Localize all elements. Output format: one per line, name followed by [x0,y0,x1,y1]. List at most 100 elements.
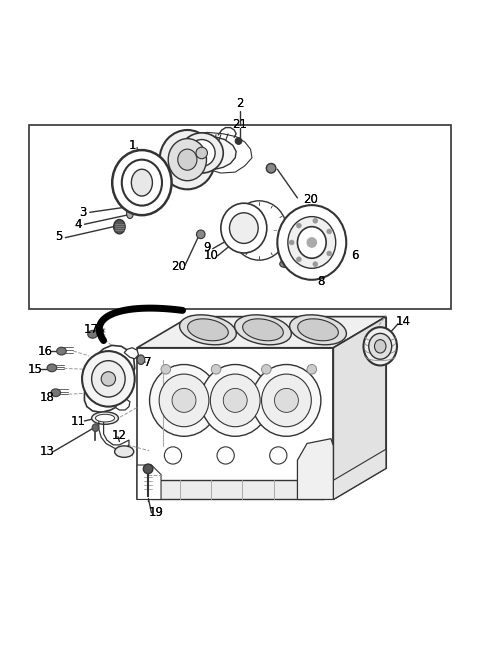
Ellipse shape [144,464,153,473]
Ellipse shape [298,319,338,341]
Bar [29,125,451,309]
Ellipse shape [374,340,386,353]
Text: 12: 12 [112,430,127,442]
Text: 3: 3 [79,206,87,219]
Ellipse shape [211,365,221,374]
Text: 6: 6 [351,249,359,262]
Text: 19: 19 [149,506,164,520]
Text: 6: 6 [351,249,359,262]
Text: 16: 16 [37,345,52,358]
Text: 18: 18 [40,391,55,404]
Ellipse shape [313,218,318,223]
Polygon shape [137,348,333,499]
Polygon shape [137,316,386,348]
Ellipse shape [313,261,318,267]
Text: 8: 8 [318,275,325,288]
Ellipse shape [289,240,294,245]
Ellipse shape [127,209,133,218]
Polygon shape [333,316,386,499]
Ellipse shape [217,447,234,464]
Text: 5: 5 [55,230,63,243]
Text: 20: 20 [303,193,318,206]
Ellipse shape [229,213,258,244]
Text: 10: 10 [204,250,219,262]
Text: 17: 17 [83,322,98,336]
Ellipse shape [196,230,205,238]
Text: 8: 8 [318,275,325,288]
Text: 2: 2 [236,97,244,110]
Ellipse shape [96,414,115,422]
Polygon shape [175,132,252,173]
Ellipse shape [188,319,228,341]
Text: 7: 7 [144,356,152,369]
Ellipse shape [82,351,135,406]
Text: 21: 21 [232,118,248,130]
Ellipse shape [159,130,215,189]
Ellipse shape [262,374,312,427]
Ellipse shape [280,261,289,267]
Polygon shape [137,465,161,499]
Text: 13: 13 [40,445,55,458]
Text: 4: 4 [74,218,82,231]
Text: 19: 19 [149,506,164,520]
Ellipse shape [122,160,162,206]
Ellipse shape [242,319,283,341]
Ellipse shape [132,169,153,196]
Text: 9: 9 [204,241,211,254]
Ellipse shape [231,201,287,260]
Text: 9: 9 [204,241,211,254]
Polygon shape [298,439,333,499]
Text: 20: 20 [303,193,318,206]
Ellipse shape [298,226,326,258]
Ellipse shape [223,389,247,412]
Ellipse shape [164,447,181,464]
Polygon shape [116,399,130,410]
Text: 11: 11 [71,415,86,428]
Text: 18: 18 [40,391,55,404]
Text: 16: 16 [37,345,52,358]
Ellipse shape [178,149,197,170]
Ellipse shape [289,315,347,345]
Polygon shape [84,346,135,412]
Ellipse shape [150,365,218,436]
Text: 7: 7 [144,356,152,369]
Ellipse shape [161,365,170,374]
Ellipse shape [266,164,276,173]
Polygon shape [124,348,139,359]
Text: 5: 5 [55,230,63,243]
Ellipse shape [92,361,125,397]
Text: 21: 21 [232,118,248,130]
Text: 20: 20 [171,260,186,273]
Ellipse shape [196,147,207,159]
Polygon shape [333,449,386,499]
Ellipse shape [270,447,287,464]
Ellipse shape [297,257,301,261]
Ellipse shape [327,251,332,256]
Text: 2: 2 [236,97,244,110]
Text: 17: 17 [83,322,98,336]
Text: 15: 15 [28,363,43,376]
Ellipse shape [92,412,119,424]
Ellipse shape [114,220,125,234]
Ellipse shape [57,348,66,355]
Ellipse shape [172,389,196,412]
Ellipse shape [297,223,301,228]
Ellipse shape [210,374,260,427]
Ellipse shape [327,229,332,234]
Ellipse shape [369,334,392,359]
Ellipse shape [307,238,317,247]
Ellipse shape [221,203,267,253]
Ellipse shape [252,365,321,436]
Ellipse shape [92,424,99,432]
Text: 14: 14 [395,315,410,328]
Ellipse shape [201,365,270,436]
Ellipse shape [130,201,138,213]
Text: 1: 1 [129,139,136,152]
Bar [152,481,324,499]
Ellipse shape [235,315,291,345]
Text: 15: 15 [28,363,43,376]
Text: 14: 14 [395,315,410,328]
Ellipse shape [235,138,242,144]
Ellipse shape [159,374,209,427]
Ellipse shape [288,216,336,268]
